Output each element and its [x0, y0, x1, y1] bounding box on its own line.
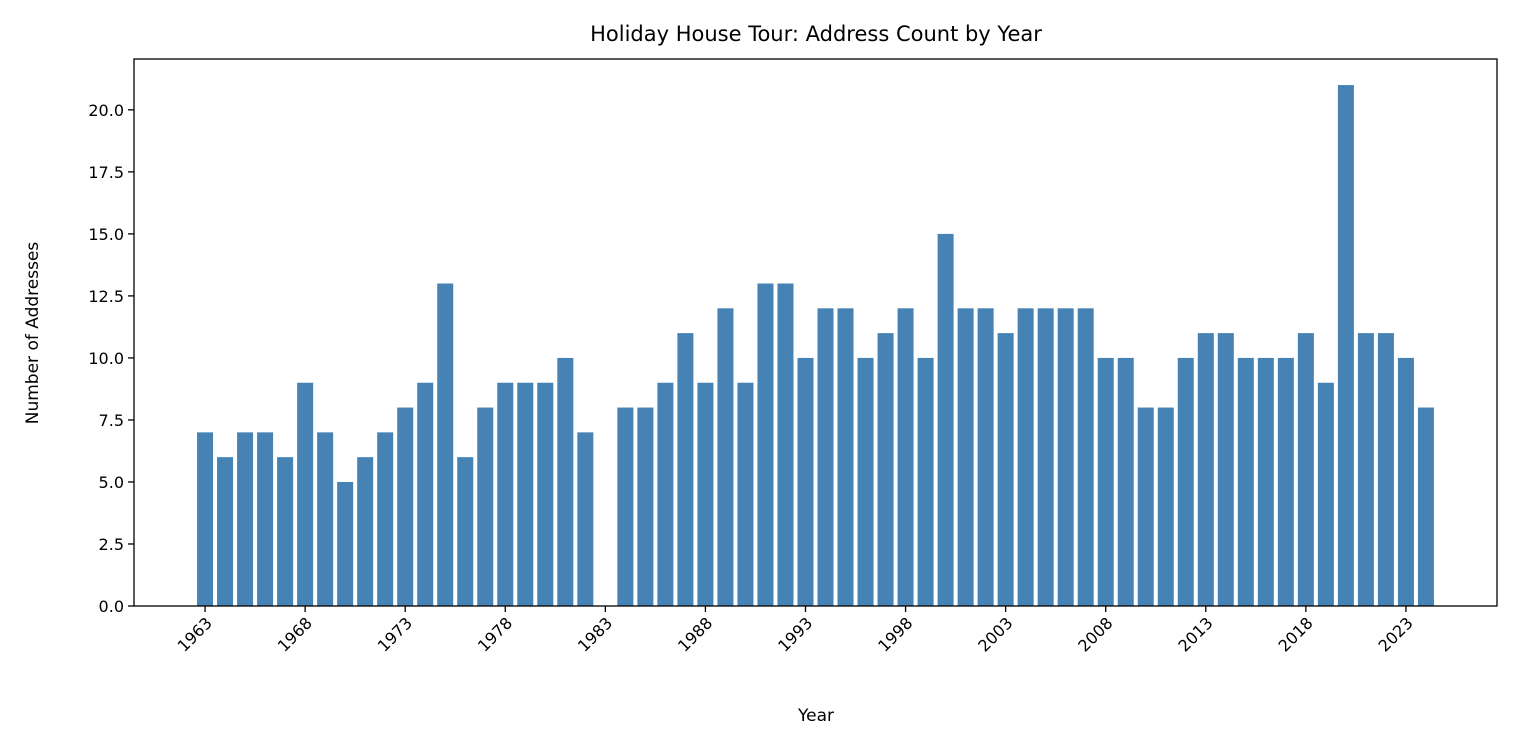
y-axis-ticks: 0.0 2.5 5.0 7.5 10.0 12.5 15.0 17.5 20.0 — [88, 101, 134, 616]
bar-1964 — [217, 457, 234, 606]
bar-1997 — [877, 333, 894, 606]
bar-2003 — [997, 333, 1014, 606]
bar-1984 — [617, 407, 634, 606]
x-tick-label: 1968 — [274, 613, 316, 655]
bar-1996 — [857, 357, 874, 606]
x-tick-label: 1993 — [774, 613, 816, 655]
bar-2021 — [1357, 333, 1374, 606]
y-tick-label: 12.5 — [88, 287, 124, 306]
bar-2022 — [1377, 333, 1394, 606]
bar-2005 — [1037, 308, 1054, 606]
bar-2009 — [1117, 357, 1134, 606]
bar-2019 — [1317, 382, 1334, 606]
bar-2017 — [1277, 357, 1294, 606]
x-axis-ticks: 1963 1968 1973 1978 1983 1988 1993 1998 2003 2008… — [174, 606, 1417, 656]
y-tick-label: 2.5 — [99, 535, 124, 554]
bar-2015 — [1237, 357, 1254, 606]
x-tick-label: 2023 — [1375, 613, 1417, 655]
y-tick-label: 20.0 — [88, 101, 124, 120]
bar-1988 — [697, 382, 714, 606]
x-tick-label: 2013 — [1174, 613, 1216, 655]
y-tick-label: 5.0 — [99, 473, 124, 492]
y-tick-label: 0.0 — [99, 597, 124, 616]
bar-1976 — [457, 457, 474, 606]
bar-2000 — [937, 233, 954, 606]
x-tick-label: 1983 — [574, 613, 616, 655]
bar-2011 — [1157, 407, 1174, 606]
bar-1975 — [437, 283, 454, 606]
bar-1970 — [337, 481, 354, 606]
bar-2007 — [1077, 308, 1094, 606]
bar-1965 — [237, 432, 254, 606]
y-axis-label: Number of Addresses — [23, 242, 43, 425]
bar-1989 — [717, 308, 734, 606]
bar-1967 — [277, 457, 294, 606]
bar-1999 — [917, 357, 934, 606]
bar-2018 — [1297, 333, 1314, 606]
x-tick-label: 1973 — [374, 613, 416, 655]
bar-1972 — [377, 432, 394, 606]
bar-1981 — [557, 357, 574, 606]
bar-1993 — [797, 357, 814, 606]
bar-1994 — [817, 308, 834, 606]
bar-1982 — [577, 432, 594, 606]
bar-1986 — [657, 382, 674, 606]
bar-1985 — [637, 407, 654, 606]
x-tick-label: 2008 — [1074, 613, 1116, 655]
bar-2024 — [1417, 407, 1434, 606]
x-axis-label: Year — [797, 706, 834, 726]
bar-1980 — [537, 382, 554, 606]
bar-1974 — [417, 382, 434, 606]
bar-1987 — [677, 333, 694, 606]
bar-2008 — [1097, 357, 1114, 606]
bar-2023 — [1397, 357, 1414, 606]
bar-1978 — [497, 382, 514, 606]
bar-1969 — [317, 432, 334, 606]
y-tick-label: 15.0 — [88, 225, 124, 244]
bar-1990 — [737, 382, 754, 606]
bar-1979 — [517, 382, 534, 606]
plot-frame — [133, 58, 1498, 607]
y-tick-label: 17.5 — [88, 163, 124, 182]
bar-1991 — [757, 283, 774, 606]
bar-2002 — [977, 308, 994, 606]
bar-1998 — [897, 308, 914, 606]
bar-1966 — [257, 432, 274, 606]
bar-1968 — [297, 382, 314, 606]
bar-1963 — [197, 432, 214, 606]
bar-2001 — [957, 308, 974, 606]
x-tick-label: 2018 — [1274, 613, 1316, 655]
bar-1992 — [777, 283, 794, 606]
x-tick-label: 1998 — [874, 613, 916, 655]
chart-title: Holiday House Tour: Address Count by Yea… — [590, 22, 1042, 46]
bar-2006 — [1057, 308, 1074, 606]
bar-2010 — [1137, 407, 1154, 606]
bar-1971 — [357, 457, 374, 606]
bar-2016 — [1257, 357, 1274, 606]
bar-2020 — [1337, 85, 1354, 607]
x-tick-label: 1963 — [174, 613, 216, 655]
y-tick-label: 7.5 — [99, 411, 124, 430]
x-tick-label: 1988 — [674, 613, 716, 655]
bar-1995 — [837, 308, 854, 606]
x-tick-label: 2003 — [974, 613, 1016, 655]
bar-2012 — [1177, 357, 1194, 606]
bar-2014 — [1217, 333, 1234, 606]
bar-1977 — [477, 407, 494, 606]
bar-2013 — [1197, 333, 1214, 606]
bar-1973 — [397, 407, 414, 606]
bar-2004 — [1017, 308, 1034, 606]
x-tick-label: 1978 — [474, 613, 516, 655]
y-tick-label: 10.0 — [88, 349, 124, 368]
bars-group — [197, 85, 1434, 607]
